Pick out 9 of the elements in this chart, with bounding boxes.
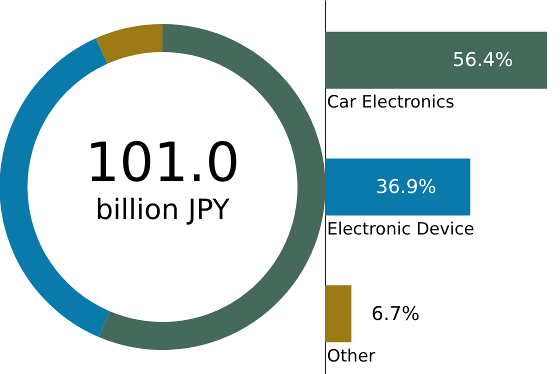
y-tick-label: Car Electronics	[327, 92, 454, 113]
data-label: 6.7%	[371, 302, 420, 325]
y-tick-label: Other	[327, 346, 376, 366]
data-label: 36.9%	[376, 176, 436, 198]
text: 101.0	[85, 131, 240, 194]
text: billion JPY	[95, 193, 231, 226]
donut-slice	[96, 24, 162, 64]
data-label: 56.4%	[452, 49, 513, 72]
y-tick-label: Electronic Device	[327, 220, 474, 240]
